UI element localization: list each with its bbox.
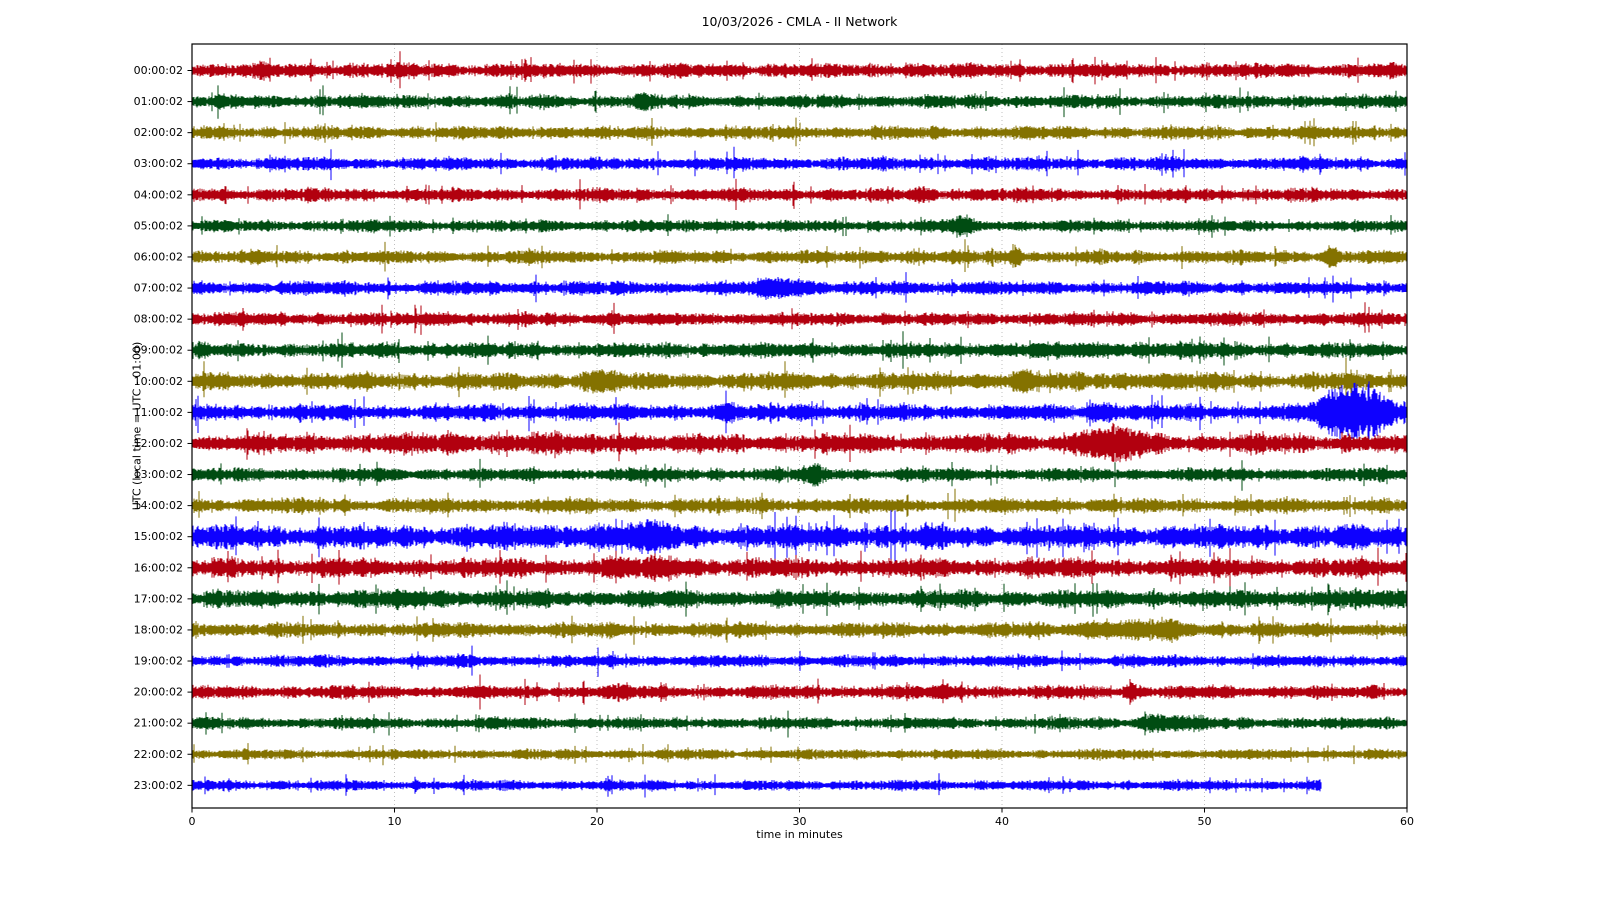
trace-16h [191, 547, 1408, 590]
y-tick-label: 22:00:02 [134, 748, 183, 761]
y-tick-label: 03:00:02 [134, 157, 183, 170]
y-tick-label: 08:00:02 [134, 313, 183, 326]
y-tick-label: 17:00:02 [134, 592, 183, 605]
y-tick-label: 13:00:02 [134, 468, 183, 481]
trace-22h [191, 743, 1408, 766]
y-tick-label: 01:00:02 [134, 95, 183, 108]
trace-05h [191, 214, 1408, 238]
y-tick-label: 20:00:02 [134, 686, 183, 699]
trace-23h [191, 773, 1322, 798]
y-tick-label: 23:00:02 [134, 779, 183, 792]
trace-02h [191, 117, 1408, 147]
y-tick-label: 19:00:02 [134, 655, 183, 668]
trace-11h [191, 381, 1408, 445]
y-tick-label: 06:00:02 [134, 250, 183, 263]
trace-01h [191, 85, 1408, 119]
y-tick-label: 14:00:02 [134, 499, 183, 512]
trace-08h [191, 302, 1408, 335]
y-tick-label: 18:00:02 [134, 623, 183, 636]
y-tick-label: 00:00:02 [134, 64, 183, 77]
x-tick-label: 10 [388, 815, 402, 828]
y-tick-label: 11:00:02 [134, 406, 183, 419]
x-tick-label: 0 [189, 815, 196, 828]
x-tick-label: 50 [1198, 815, 1212, 828]
trace-13h [191, 458, 1408, 491]
y-tick-label: 10:00:02 [134, 375, 183, 388]
x-tick-label: 60 [1400, 815, 1414, 828]
x-axis-label: time in minutes [756, 828, 843, 841]
x-tick-label: 40 [995, 815, 1009, 828]
y-tick-label: 09:00:02 [134, 344, 183, 357]
y-tick-label: 15:00:02 [134, 530, 183, 543]
y-tick-label: 16:00:02 [134, 561, 183, 574]
x-tick-label: 20 [590, 815, 604, 828]
trace-04h [191, 178, 1408, 210]
y-tick-label: 02:00:02 [134, 126, 183, 139]
y-tick-label: 05:00:02 [134, 219, 183, 232]
trace-03h [191, 146, 1408, 181]
y-tick-label: 12:00:02 [134, 437, 183, 450]
y-tick-label: 21:00:02 [134, 717, 183, 730]
trace-17h [191, 580, 1408, 617]
y-tick-label: 07:00:02 [134, 282, 183, 295]
trace-21h [191, 710, 1408, 738]
x-tick-label: 30 [793, 815, 807, 828]
chart-title: 10/03/2026 - CMLA - II Network [701, 14, 898, 29]
y-tick-label: 04:00:02 [134, 188, 183, 201]
